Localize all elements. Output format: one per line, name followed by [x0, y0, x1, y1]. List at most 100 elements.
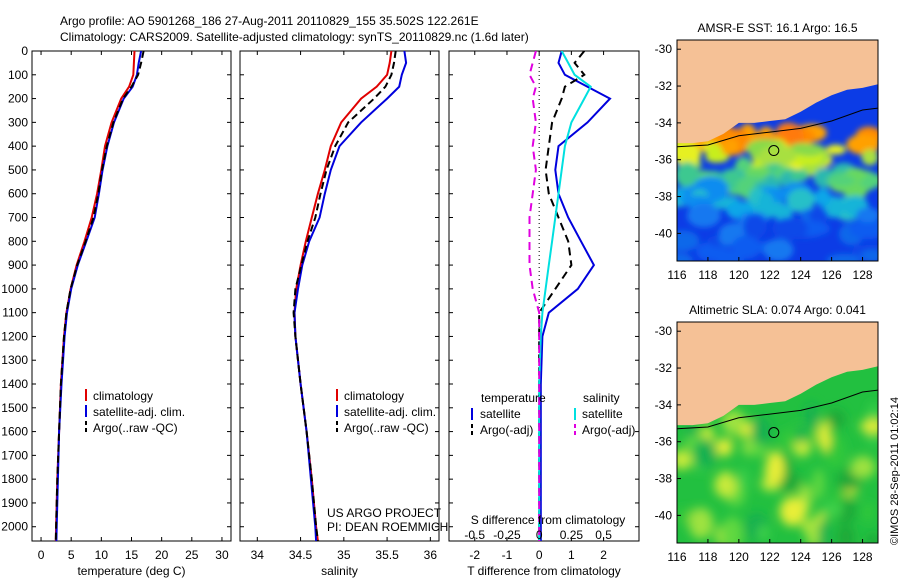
profile-panel-2: 34 34.5 35 35.5 36 salinity climatology satelli…	[239, 50, 448, 578]
sla-blob	[715, 438, 733, 457]
x-tick-label: 1	[568, 548, 575, 562]
y-tick-label: -34	[655, 116, 673, 130]
x-tick-label: 116	[667, 268, 686, 282]
sla-blob	[850, 456, 876, 479]
sst-blob	[826, 175, 856, 187]
plot-frame	[239, 50, 440, 542]
y-tick-label: 100	[8, 68, 28, 82]
x-tick-label: 25	[185, 548, 199, 562]
x-tick-label: 0	[536, 548, 543, 562]
sla-blob	[714, 472, 737, 498]
map-title: AMSR-E SST: 16.1 Argo: 16.5	[697, 21, 857, 35]
land-mass	[677, 40, 878, 144]
land-mass	[677, 322, 878, 426]
sla-blob	[721, 409, 746, 434]
series-line	[528, 51, 541, 541]
y-tick-label: -36	[655, 153, 673, 167]
sla-blobs	[677, 402, 878, 543]
legend-label: satellite-adj. clim.	[344, 405, 436, 419]
y-tick-label: 700	[8, 211, 28, 225]
sla-blob	[804, 402, 819, 430]
sla-blob	[756, 524, 770, 542]
sla-blob	[837, 525, 855, 543]
sla-blob	[721, 516, 744, 543]
x-tick-label-top: -0.25	[493, 528, 521, 542]
y-tick-label: 1200	[1, 329, 28, 343]
sla-blob	[688, 507, 714, 539]
y-tick-label: 1900	[1, 496, 28, 510]
x-tick-label: 15	[125, 548, 139, 562]
contour-line	[677, 107, 878, 148]
y-tick-label: -40	[655, 508, 673, 522]
x-tick-label: 124	[791, 268, 811, 282]
y-tick-label: 300	[8, 115, 28, 129]
x-tick-label: 5	[68, 548, 75, 562]
sst-blob	[731, 235, 762, 259]
legend: climatology satellite-adj. clim. Argo(..ra…	[336, 389, 436, 435]
sst-blob	[793, 143, 826, 157]
sst-blob	[826, 253, 861, 261]
profile-panel-3: -2 -1 0 1 2 T difference from climatology S di…	[448, 50, 640, 578]
sst-blob	[677, 141, 701, 168]
legend-label: Argo(-adj)	[582, 423, 635, 437]
map-body	[677, 40, 878, 261]
y-tick-label: 1300	[1, 353, 28, 367]
legend-label: climatology	[93, 389, 153, 403]
y-tick-label: 0	[21, 44, 28, 58]
y-tick-label: -32	[655, 361, 673, 375]
y-tick-label: 500	[8, 163, 28, 177]
series-group	[528, 51, 612, 541]
y-tick-label: 1400	[1, 377, 28, 391]
sla-blob	[819, 518, 830, 543]
legend-salinity: salinity satellite Argo(-adj)	[574, 391, 635, 437]
legend-label: Argo(..raw -QC)	[344, 421, 429, 435]
x-tick-label: 122	[760, 268, 780, 282]
legend-temperature: temperature satellite Argo(-adj)	[471, 391, 546, 437]
profile-panels: 0100200300400500600700800900100011001200…	[1, 44, 640, 578]
map-panel-1: AMSR-E SST: 16.1 Argo: 16.5 116 118 120 122 1…	[655, 21, 879, 282]
y-tick-label: 1500	[1, 401, 28, 415]
x-tick-label: 34	[251, 548, 265, 562]
x-axis-label-top: S difference from climatology	[471, 513, 626, 527]
annotation-pi: PI: DEAN ROEMMICH	[327, 520, 448, 534]
sla-blob	[694, 439, 716, 469]
sla-blob	[751, 416, 772, 445]
sst-blob	[722, 138, 739, 154]
x-tick-label-top: -0.5	[464, 528, 485, 542]
sla-blob	[812, 468, 825, 500]
y-tick-label: 1000	[1, 282, 28, 296]
x-tick-label: 126	[822, 550, 842, 564]
y-tick-label: 2000	[1, 520, 28, 534]
sst-blob	[757, 192, 775, 215]
x-tick-label: 126	[822, 268, 842, 282]
y-tick-label: -32	[655, 79, 673, 93]
x-tick-label: 10	[95, 548, 109, 562]
legend-label: Argo(..raw -QC)	[93, 421, 178, 435]
x-tick-label-top: 0	[536, 528, 543, 542]
sst-blob	[774, 205, 793, 222]
x-tick-label: 118	[698, 550, 717, 564]
sla-blob	[806, 518, 820, 543]
sst-blob	[787, 188, 815, 213]
figure-title-line2: Climatology: CARS2009. Satellite-adjuste…	[60, 30, 529, 44]
sst-blob	[772, 217, 808, 240]
x-tick-label: 36	[424, 548, 438, 562]
sla-blob	[860, 419, 878, 434]
sst-blob	[677, 253, 694, 261]
x-tick-label: 128	[853, 550, 873, 564]
y-tick-label: 1800	[1, 472, 28, 486]
sst-blob	[680, 195, 715, 207]
x-tick-label: -2	[469, 548, 480, 562]
map-panel-2: Altimetric SLA: 0.074 Argo: 0.041 116 118 1…	[655, 303, 879, 564]
profile-panel-1: 0100200300400500600700800900100011001200…	[1, 44, 232, 578]
sla-blob	[796, 425, 807, 443]
x-tick-label: 120	[729, 268, 749, 282]
legend-label: satellite	[480, 407, 521, 421]
legend: climatology satellite-adj. clim. Argo(..ra…	[85, 389, 185, 435]
x-tick-label: 128	[853, 268, 873, 282]
map-panels: AMSR-E SST: 16.1 Argo: 16.5 116 118 120 122 1…	[655, 21, 879, 564]
sst-blob	[686, 203, 721, 228]
x-tick-label: 30	[215, 548, 229, 562]
y-tick-label: -36	[655, 435, 673, 449]
